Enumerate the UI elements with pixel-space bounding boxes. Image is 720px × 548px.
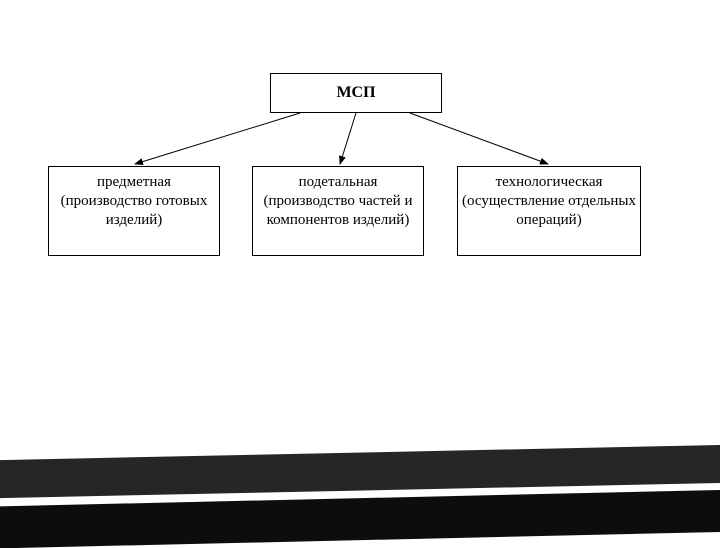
root-node-label: МСП	[336, 83, 375, 103]
edge-arrow	[135, 113, 300, 164]
diagram-container: МСП предметная (производство готовых изд…	[0, 0, 720, 540]
child-node-label: подетальная (производство частей и компо…	[257, 173, 419, 229]
child-node-right: технологическая (осуществление отдельных…	[457, 166, 641, 256]
edge-arrow	[410, 113, 548, 164]
child-node-left: предметная (производство готовых изделий…	[48, 166, 220, 256]
root-node: МСП	[270, 73, 442, 113]
edge-arrow	[340, 113, 356, 164]
child-node-label: технологическая (осуществление отдельных…	[462, 173, 636, 229]
child-node-label: предметная (производство готовых изделий…	[53, 173, 215, 229]
child-node-middle: подетальная (производство частей и компо…	[252, 166, 424, 256]
